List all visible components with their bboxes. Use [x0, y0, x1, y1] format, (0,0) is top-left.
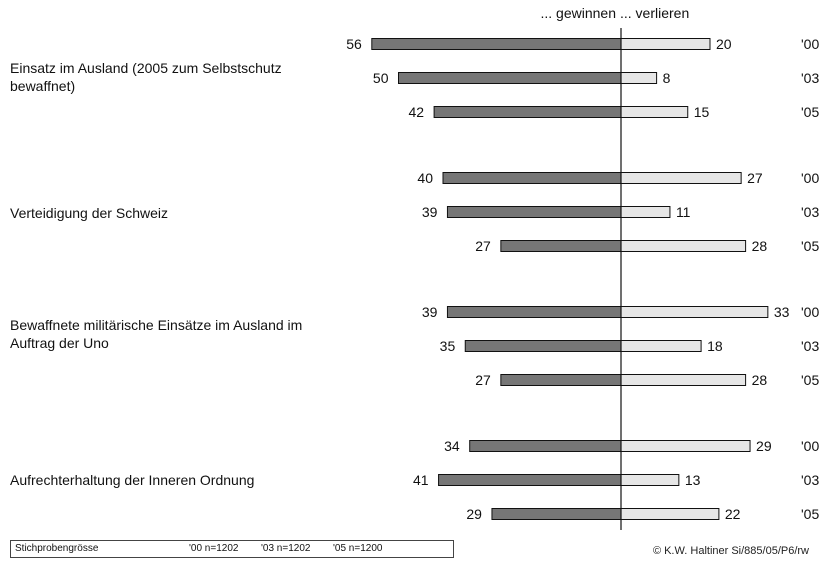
value-label-gewinnen-2-2: 27: [475, 372, 491, 388]
bar-verlieren-2-1: [620, 340, 702, 352]
bar-gewinnen-0-1: [398, 72, 622, 84]
year-label-3-2: '05: [801, 506, 819, 522]
legend-sample-05: '05 n=1200: [333, 543, 383, 554]
year-label-2-0: '00: [801, 304, 819, 320]
bar-gewinnen-2-0: [446, 306, 622, 318]
year-label-3-1: '03: [801, 472, 819, 488]
category-label-innere-ordnung: Aufrechterhaltung der Inneren Ordnung: [10, 472, 255, 488]
legend-sample-03: '03 n=1202: [261, 543, 311, 554]
value-label-gewinnen-2-1: 35: [440, 338, 456, 354]
value-label-gewinnen-3-1: 41: [413, 472, 429, 488]
value-label-gewinnen-0-1: 50: [373, 70, 389, 86]
bar-verlieren-3-2: [620, 508, 720, 520]
value-label-gewinnen-2-0: 39: [422, 304, 438, 320]
copyright-credit: © K.W. Haltiner Si/885/05/P6/rw: [652, 545, 809, 557]
bar-gewinnen-1-2: [500, 240, 622, 252]
bar-gewinnen-3-0: [469, 440, 622, 452]
value-label-verlieren-1-2: 28: [752, 238, 768, 254]
header-gewinnen: ... gewinnen: [541, 5, 617, 21]
bar-gewinnen-3-1: [438, 474, 622, 486]
value-label-verlieren-3-2: 22: [725, 506, 741, 522]
year-label-1-0: '00: [801, 170, 819, 186]
bar-gewinnen-2-1: [464, 340, 622, 352]
value-label-gewinnen-0-2: 42: [409, 104, 425, 120]
value-label-verlieren-2-2: 28: [752, 372, 768, 388]
value-label-verlieren-1-1: 11: [676, 204, 691, 220]
year-label-2-1: '03: [801, 338, 819, 354]
value-label-verlieren-0-2: 15: [694, 104, 710, 120]
legend-title: Stichprobengrösse: [15, 543, 99, 554]
bar-gewinnen-3-2: [491, 508, 622, 520]
bar-verlieren-1-0: [620, 172, 742, 184]
category-label-uno-einsaetze: Bewaffnete militärische Einsätze im Ausl…: [10, 317, 303, 351]
value-label-verlieren-1-0: 27: [747, 170, 763, 186]
bar-verlieren-2-0: [620, 306, 769, 318]
bar-verlieren-1-1: [620, 206, 671, 218]
year-label-0-2: '05: [801, 104, 819, 120]
year-label-1-1: '03: [801, 204, 819, 220]
bar-gewinnen-1-0: [442, 172, 622, 184]
year-label-3-0: '00: [801, 438, 819, 454]
bar-verlieren-3-1: [620, 474, 680, 486]
value-label-gewinnen-3-2: 29: [466, 506, 482, 522]
bar-gewinnen-0-2: [433, 106, 622, 118]
value-label-verlieren-2-0: 33: [774, 304, 790, 320]
bar-verlieren-3-0: [620, 440, 751, 452]
legend-sample-00: '00 n=1202: [189, 543, 239, 554]
bar-verlieren-0-1: [620, 72, 658, 84]
year-label-0-0: '00: [801, 36, 819, 52]
sample-size-legend: Stichprobengrösse '00 n=1202 '03 n=1202 …: [10, 540, 454, 558]
value-label-verlieren-2-1: 18: [707, 338, 723, 354]
value-label-verlieren-3-0: 29: [756, 438, 772, 454]
year-label-2-2: '05: [801, 372, 819, 388]
value-label-verlieren-0-0: 20: [716, 36, 732, 52]
value-label-verlieren-3-1: 13: [685, 472, 701, 488]
header-verlieren: ... verlieren: [620, 5, 689, 21]
bar-gewinnen-0-0: [371, 38, 622, 50]
value-label-gewinnen-1-2: 27: [475, 238, 491, 254]
value-label-gewinnen-1-0: 40: [417, 170, 433, 186]
bar-verlieren-2-2: [620, 374, 747, 386]
value-label-gewinnen-3-0: 34: [444, 438, 460, 454]
value-label-verlieren-0-1: 8: [663, 70, 671, 86]
year-label-0-1: '03: [801, 70, 819, 86]
year-label-1-2: '05: [801, 238, 819, 254]
category-label-einsatz-ausland: Einsatz im Ausland (2005 zum Selbstschut…: [10, 60, 282, 94]
bar-verlieren-0-0: [620, 38, 711, 50]
bar-verlieren-1-2: [620, 240, 747, 252]
bar-gewinnen-1-1: [446, 206, 622, 218]
category-label-verteidigung: Verteidigung der Schweiz: [10, 205, 168, 221]
bar-verlieren-0-2: [620, 106, 689, 118]
value-label-gewinnen-1-1: 39: [422, 204, 438, 220]
value-label-gewinnen-0-0: 56: [346, 36, 362, 52]
bar-gewinnen-2-2: [500, 374, 622, 386]
